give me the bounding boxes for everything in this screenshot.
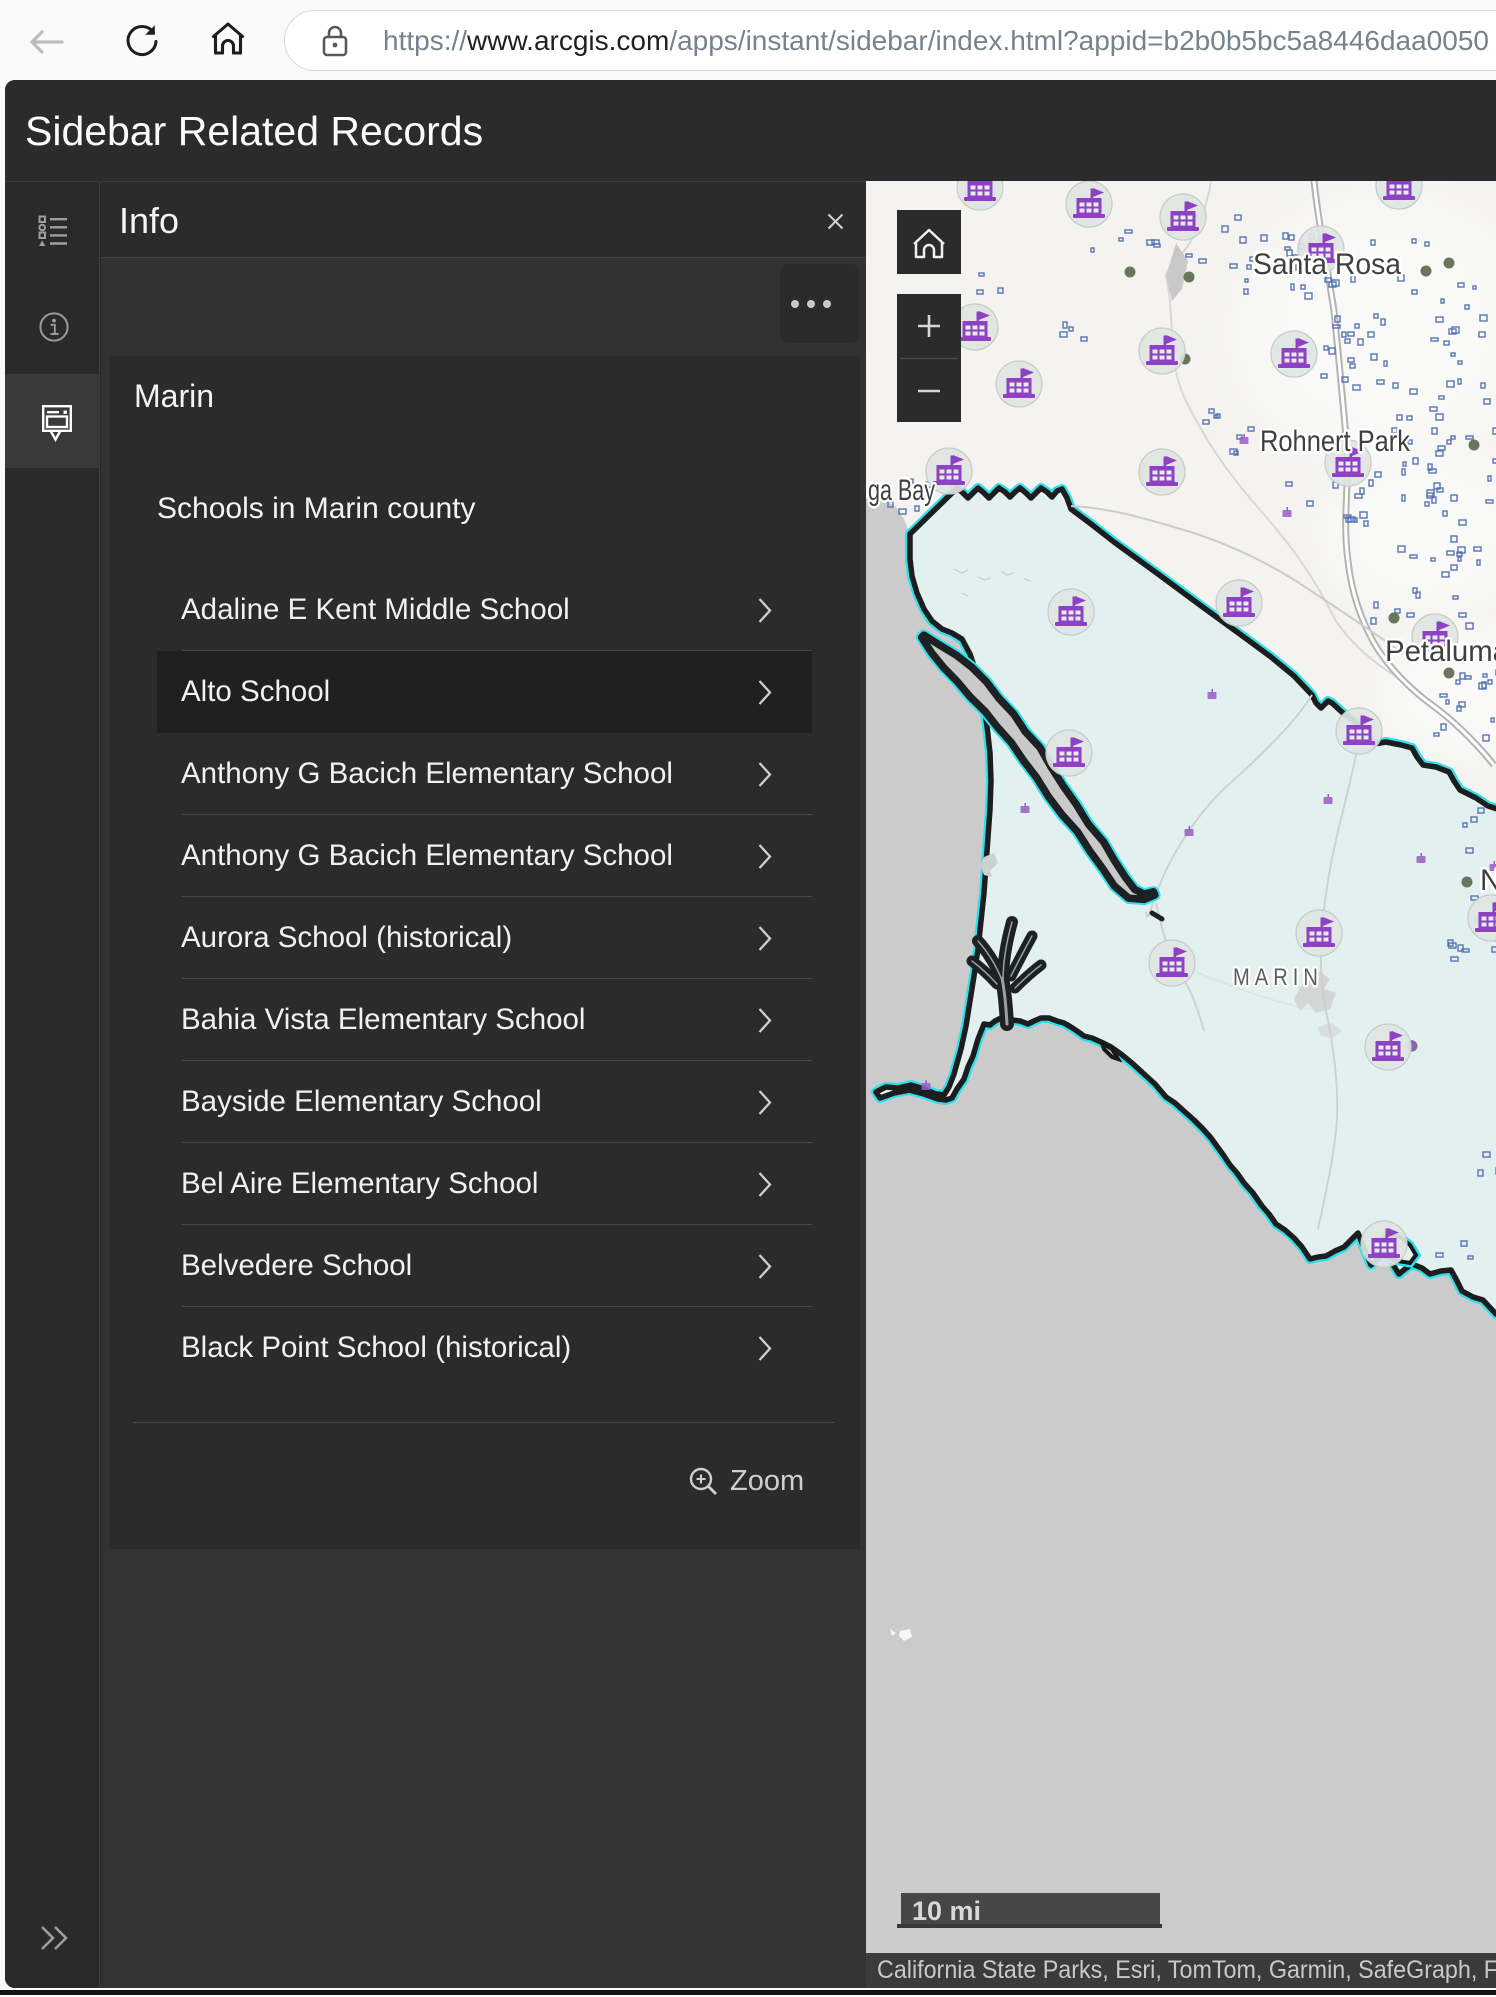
svg-text:Rohnert Park: Rohnert Park	[1260, 425, 1411, 458]
svg-text:10 mi: 10 mi	[912, 1896, 981, 1926]
svg-text:ga Bay: ga Bay	[868, 474, 935, 507]
svg-text:Santa Rosa: Santa Rosa	[1253, 248, 1401, 281]
svg-text:N: N	[1480, 864, 1496, 897]
svg-text:MARIN: MARIN	[1233, 964, 1323, 991]
svg-text:Petaluma: Petaluma	[1385, 635, 1496, 668]
svg-text:California State Parks, Esri,: California State Parks, Esri, TomTom, Ga…	[877, 1956, 1496, 1984]
